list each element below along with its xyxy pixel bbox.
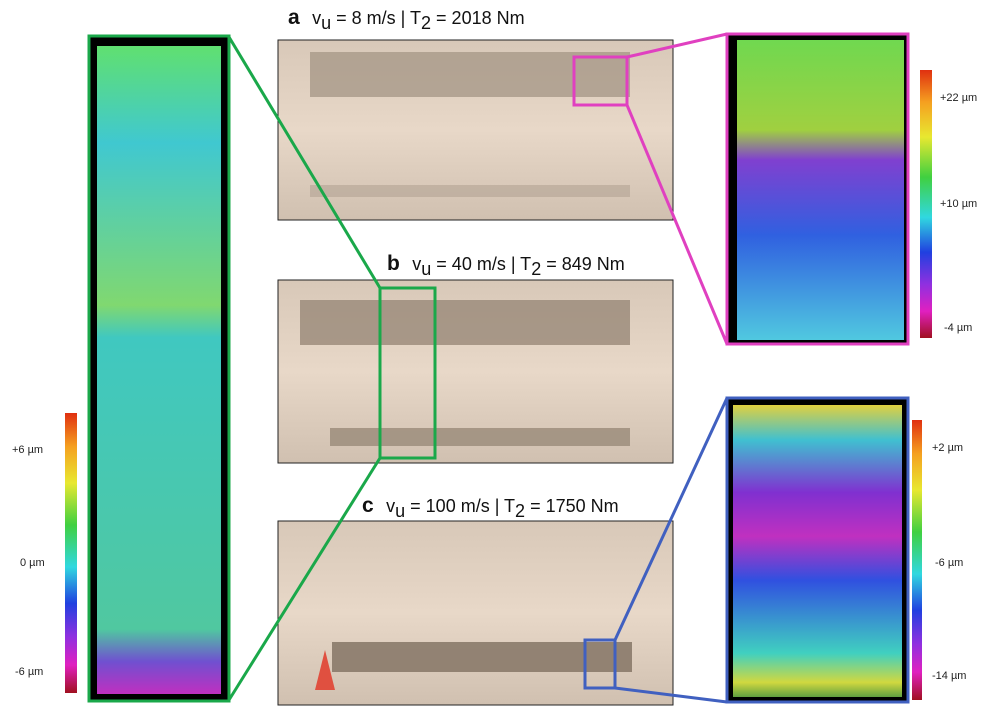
subscript: u [395,501,405,521]
panel-label: b [387,252,400,275]
panel-title: b vu = 40 m/s | T2 = 849 Nm [387,252,625,279]
title-part: v [386,496,395,516]
title-part: v [312,8,321,28]
subscript: u [421,259,431,279]
subscript: 2 [531,259,541,279]
colorbar-label: +10 µm [940,198,977,210]
subscript: 2 [515,501,525,521]
title-part: = 40 m/s | T [431,254,531,274]
panel-title: c vu = 100 m/s | T2 = 1750 Nm [362,494,619,521]
colorbar-label: +22 µm [940,92,977,104]
photo-a [278,40,673,220]
colorbar-label: -6 µm [15,666,43,678]
colorbar-label: -6 µm [935,557,963,569]
subscript: 2 [421,13,431,33]
colorbar-label: -4 µm [944,322,972,334]
title-part: = 8 m/s | T [331,8,421,28]
panel-title: a vu = 8 m/s | T2 = 2018 Nm [288,6,525,33]
height-map-image [733,405,902,697]
colorbar [912,420,922,700]
photo-b [278,280,673,463]
title-part: v [412,254,421,274]
title-part: = 2018 Nm [431,8,525,28]
panel-label: c [362,494,374,517]
colorbar [65,413,77,693]
colorbar-label: +2 µm [932,442,963,454]
title-part: = 849 Nm [541,254,625,274]
colorbar-label: +6 µm [12,444,43,456]
colorbar [920,70,932,338]
subscript: u [321,13,331,33]
colorbar-label: 0 µm [20,557,45,569]
title-part: = 1750 Nm [525,496,619,516]
figure: +6 µm 0 µm -6 µm a vu = 8 m/s | T2 = 201… [0,0,1000,706]
title-part: = 100 m/s | T [405,496,515,516]
colorbar-label: -14 µm [932,670,966,682]
panel-label: a [288,6,300,29]
height-map-image [737,40,904,340]
height-map-image [97,46,221,694]
